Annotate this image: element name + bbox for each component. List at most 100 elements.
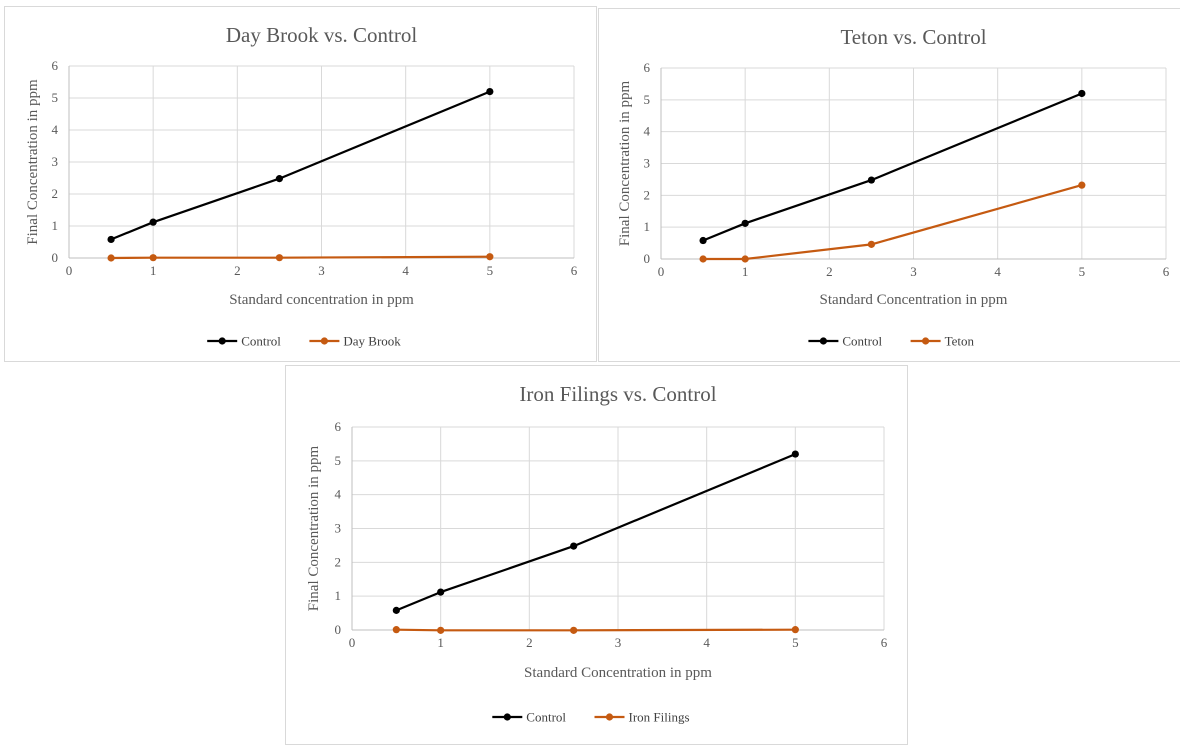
x-tick-label: 0 [658, 264, 665, 279]
x-tick-label: 4 [994, 264, 1001, 279]
legend-marker-control [819, 337, 827, 345]
x-tick-label: 0 [66, 263, 73, 278]
data-point-day-brook [107, 254, 115, 262]
chart-title: Day Brook vs. Control [226, 23, 417, 47]
y-tick-label: 4 [335, 487, 342, 502]
data-point-day-brook [486, 253, 494, 261]
y-axis-title: Final Concentration in ppm [25, 79, 41, 245]
data-point-teton [741, 255, 749, 263]
data-point-teton [699, 255, 707, 263]
x-tick-label: 5 [487, 263, 494, 278]
data-point-day-brook [149, 254, 157, 262]
data-point-control [486, 88, 494, 96]
x-axis-title: Standard concentration in ppm [229, 292, 414, 308]
y-tick-label: 3 [52, 154, 59, 169]
data-point-iron-filings [570, 626, 578, 634]
legend-marker-teton [922, 337, 930, 345]
y-tick-label: 1 [335, 588, 342, 603]
legend-label-day-brook: Day Brook [343, 334, 401, 349]
chart-panel-day-brook: Day Brook vs. Control 0 1 2 3 4 5 6 0 1 2 3 4 5 6 Stand… [4, 6, 597, 362]
x-tick-label: 5 [1079, 264, 1086, 279]
data-point-control [275, 175, 284, 183]
series-line-day-brook [111, 255, 490, 260]
x-tick-label: 1 [150, 263, 157, 278]
x-tick-label: 0 [349, 635, 356, 650]
x-axis-title: Standard Concentration in ppm [820, 292, 1008, 308]
y-axis-title: Final Concentration in ppm [617, 80, 633, 246]
chart-panel-iron-filings: Iron Filings vs. Control 0 1 2 3 4 5 6 0 1 2 3 4 5 6 St… [285, 365, 908, 745]
data-point-iron-filings [791, 626, 799, 634]
y-tick-label: 4 [644, 124, 651, 139]
data-point-control [570, 542, 578, 550]
legend-label-iron-filings: Iron Filings [629, 710, 690, 725]
chart-title: Iron Filings vs. Control [519, 382, 716, 406]
series-line-control [395, 453, 796, 612]
y-tick-label: 5 [52, 90, 59, 105]
x-tick-label: 4 [402, 263, 409, 278]
legend-marker-iron-filings [605, 713, 614, 721]
series-line-control [702, 92, 1083, 242]
data-point-control [437, 588, 445, 596]
data-point-iron-filings [437, 626, 445, 634]
y-tick-label: 2 [52, 186, 59, 201]
data-point-day-brook [275, 254, 284, 262]
y-tick-label: 3 [335, 521, 342, 536]
chart-iron-filings: Iron Filings vs. Control 0 1 2 3 4 5 6 0 1 2 3 4 5 6 St… [306, 382, 888, 725]
data-point-control [392, 606, 400, 614]
data-point-control [1078, 89, 1086, 98]
y-tick-label: 0 [644, 251, 651, 266]
y-tick-label: 5 [644, 92, 651, 107]
y-tick-label: 3 [644, 156, 651, 171]
chart-day-brook: Day Brook vs. Control 0 1 2 3 4 5 6 0 1 2 3 4 5 6 Stand… [25, 23, 578, 349]
x-tick-label: 3 [910, 264, 917, 279]
chart-title: Teton vs. Control [840, 25, 986, 49]
chart-teton: Teton vs. Control 0 1 2 3 4 5 6 0 1 2 3 4 5 6 Standard … [617, 25, 1170, 349]
y-tick-label: 4 [52, 122, 59, 137]
series-line-teton [703, 184, 1083, 261]
y-tick-label: 2 [644, 187, 651, 202]
legend: Control Day Brook [207, 334, 401, 349]
series-line-control [110, 90, 491, 241]
x-tick-label: 2 [234, 263, 241, 278]
x-tick-label: 4 [703, 635, 710, 650]
legend-label-control: Control [241, 334, 281, 349]
x-tick-label: 1 [437, 635, 444, 650]
legend-label-teton: Teton [945, 334, 975, 349]
data-point-control [107, 235, 115, 244]
data-point-control [867, 176, 876, 184]
x-axis-title: Standard Concentration in ppm [524, 665, 712, 681]
legend-label-control: Control [842, 334, 882, 349]
x-tick-label: 2 [526, 635, 533, 650]
x-tick-label: 2 [826, 264, 833, 279]
y-tick-label: 0 [335, 622, 342, 637]
x-tick-label: 6 [881, 635, 888, 650]
chart-panel-teton: Teton vs. Control 0 1 2 3 4 5 6 0 1 2 3 4 5 6 Standard … [598, 8, 1180, 362]
x-tick-label: 6 [571, 263, 578, 278]
x-tick-label: 6 [1163, 264, 1170, 279]
data-point-control [741, 219, 749, 227]
legend: Control Teton [808, 334, 975, 349]
x-tick-label: 3 [615, 635, 622, 650]
y-tick-label: 6 [52, 58, 59, 73]
legend-marker-control [218, 337, 226, 345]
legend: Control Iron Filings [492, 710, 690, 725]
data-point-control [699, 236, 707, 245]
y-tick-label: 1 [644, 219, 651, 234]
y-tick-label: 2 [335, 554, 342, 569]
y-tick-label: 6 [335, 419, 342, 434]
y-tick-label: 6 [644, 60, 651, 75]
y-tick-label: 5 [335, 453, 342, 468]
data-point-control [149, 218, 157, 226]
x-tick-label: 3 [318, 263, 325, 278]
y-tick-label: 0 [52, 250, 59, 265]
data-point-teton [867, 240, 876, 248]
data-point-control [791, 450, 799, 458]
legend-marker-control [503, 713, 511, 721]
legend-label-control: Control [526, 710, 566, 725]
data-point-teton [1078, 181, 1086, 189]
data-point-iron-filings [392, 626, 400, 634]
y-tick-label: 1 [52, 218, 59, 233]
legend-marker-day-brook [320, 337, 328, 345]
series-line-iron-filings [396, 628, 796, 632]
x-tick-label: 1 [742, 264, 749, 279]
